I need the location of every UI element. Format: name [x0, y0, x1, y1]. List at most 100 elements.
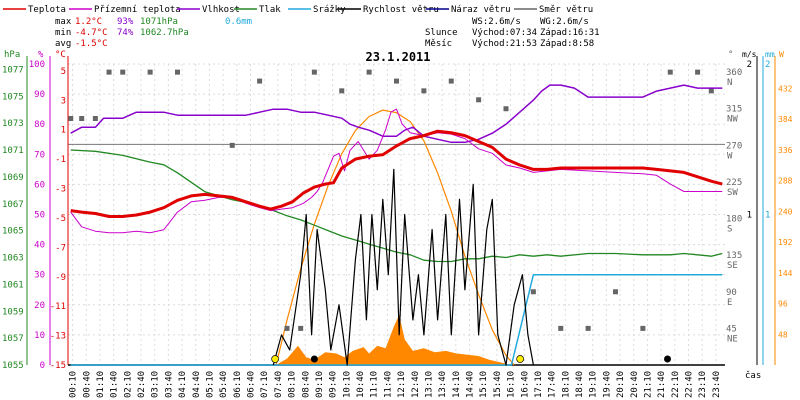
direction-tick-label: 315	[726, 105, 742, 115]
x-tick-label: 10:40	[356, 371, 366, 398]
stats-block: max 1.2°C 93% 1071hPa 0.6mm min -4.7°C 7…	[55, 17, 252, 49]
direction-name-label: NE	[727, 334, 738, 344]
direction-tick-label: 270	[726, 141, 742, 151]
percent-tick-label: 30	[34, 271, 45, 281]
x-tick-label: 19:10	[589, 371, 599, 398]
x-tick-label: 14:40	[466, 371, 476, 398]
wind-direction-point	[92, 116, 98, 122]
legend-label: Vlhkost	[202, 5, 240, 15]
legend-label: Tlak	[259, 5, 281, 15]
humidity-line	[70, 84, 723, 144]
legend-item: Směr větru	[514, 5, 593, 15]
percent-tick-label: 90	[34, 90, 45, 100]
wind-direction-point	[695, 69, 701, 75]
min-temp: -4.7°C	[75, 28, 108, 38]
x-tick-label: 15:40	[493, 371, 503, 398]
percent-tick-label: 80	[34, 120, 45, 130]
moon-label: Měsíc	[425, 39, 452, 49]
sun-label: Slunce	[425, 28, 458, 38]
x-tick-label: 06:10	[233, 371, 243, 398]
x-axis-title: čas	[745, 370, 761, 381]
solar-tick-label: 48	[778, 330, 788, 339]
x-tick-label: 01:10	[96, 371, 106, 398]
x-tick-label: 20:10	[616, 371, 626, 398]
temperature-tick-label: -15	[50, 361, 66, 371]
wind-tick-label: 1	[747, 211, 752, 221]
direction-tick-label: 180	[726, 215, 742, 225]
direction-tick-label: 45	[726, 324, 737, 334]
direction-tick-label: 225	[726, 178, 742, 188]
direction-tick-label: 135	[726, 251, 742, 261]
temperature-axis-title: °C	[55, 50, 66, 60]
wind-speed-line	[272, 168, 534, 366]
temperature-tick-label: 1	[61, 126, 66, 136]
temperature-tick-label: -9	[55, 273, 66, 283]
avg-label: avg	[55, 39, 71, 49]
grid	[68, 63, 725, 366]
temperature-line	[70, 129, 723, 218]
solar-tick-label: 288	[778, 177, 793, 186]
x-tick-label: 17:40	[548, 371, 558, 398]
sunset-text: Západ:16:31	[540, 28, 600, 38]
legend-item: Přízemní teplota	[69, 5, 181, 15]
legend-item: Srážky	[288, 5, 346, 15]
x-tick-label: 22:10	[671, 371, 681, 398]
x-tick-label: 17:10	[534, 371, 544, 398]
moonset-icon	[310, 355, 318, 363]
x-tick-label: 13:10	[424, 371, 434, 398]
x-tick-label: 03:40	[164, 371, 174, 398]
solar-tick-label: 192	[778, 238, 793, 247]
x-tick-label: 21:40	[657, 371, 667, 398]
x-tick-label: 12:10	[397, 371, 407, 398]
wind-direction-point	[667, 69, 673, 75]
solar-tick-label: 144	[778, 269, 793, 278]
max-pressure: 1071hPa	[140, 17, 178, 27]
wind-direction-point	[68, 116, 74, 122]
direction-name-label: W	[727, 151, 733, 161]
series-layer	[68, 69, 723, 366]
wind-direction-point	[503, 106, 509, 112]
temperature-tick-label: -1	[55, 155, 66, 165]
min-pressure: 1062.7hPa	[140, 28, 189, 38]
percent-tick-label: 70	[34, 150, 45, 160]
temperature-tick-label: -7	[55, 243, 66, 253]
wind-direction-point	[175, 69, 180, 75]
temperature-tick-label: -5	[55, 214, 66, 224]
x-tick-label: 10:10	[342, 371, 352, 398]
temperature-tick-label: 3	[61, 96, 66, 106]
x-tick-label: 16:10	[507, 371, 517, 398]
avg-temp: -1.5°C	[75, 39, 108, 49]
rain-line	[70, 273, 723, 366]
solar-tick-label: 384	[778, 115, 793, 124]
wind-direction-point	[394, 78, 399, 84]
pressure-tick-label: 1065	[2, 227, 24, 237]
direction-name-label: N	[727, 78, 732, 88]
solar-tick-label: 240	[778, 207, 793, 216]
max-temp: 1.2°C	[75, 17, 102, 27]
x-tick-label: 04:10	[178, 371, 188, 398]
percent-tick-label: 50	[34, 211, 45, 221]
direction-axis-title: °	[728, 50, 733, 60]
x-tick-label: 15:10	[479, 371, 489, 398]
wind-direction-point	[530, 289, 536, 295]
max-label: max	[55, 17, 72, 27]
direction-name-label: SE	[727, 261, 738, 271]
x-tick-label: 23:40	[712, 371, 722, 398]
chart-title: 23.1.2011	[365, 50, 430, 64]
x-tick-label: 18:10	[561, 371, 571, 398]
x-tick-label: 09:10	[315, 371, 325, 398]
percent-tick-label: 100	[29, 60, 45, 70]
x-tick-label: 12:40	[411, 371, 421, 398]
direction-name-label: SW	[727, 188, 738, 198]
legend-label: Teplota	[28, 5, 66, 15]
pressure-tick-label: 1075	[2, 92, 24, 102]
x-tick-label: 02:10	[123, 371, 133, 398]
rain-tick-label: 1	[765, 211, 770, 221]
legend-label: Směr větru	[539, 5, 593, 15]
x-tick-label: 08:10	[288, 371, 298, 398]
pressure-axis-title: hPa	[4, 50, 20, 60]
wind-direction-point	[448, 78, 454, 84]
pressure-tick-label: 1057	[2, 334, 24, 344]
info-block: WS:2.6m/s WG:2.6m/s Slunce Východ:07:34 …	[425, 17, 600, 49]
x-tick-label: 16:40	[520, 371, 530, 398]
